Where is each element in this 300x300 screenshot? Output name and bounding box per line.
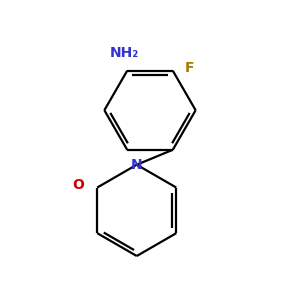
Text: O: O [72, 178, 84, 192]
Text: N: N [131, 158, 142, 172]
Text: NH₂: NH₂ [110, 46, 139, 60]
Text: F: F [184, 61, 194, 75]
